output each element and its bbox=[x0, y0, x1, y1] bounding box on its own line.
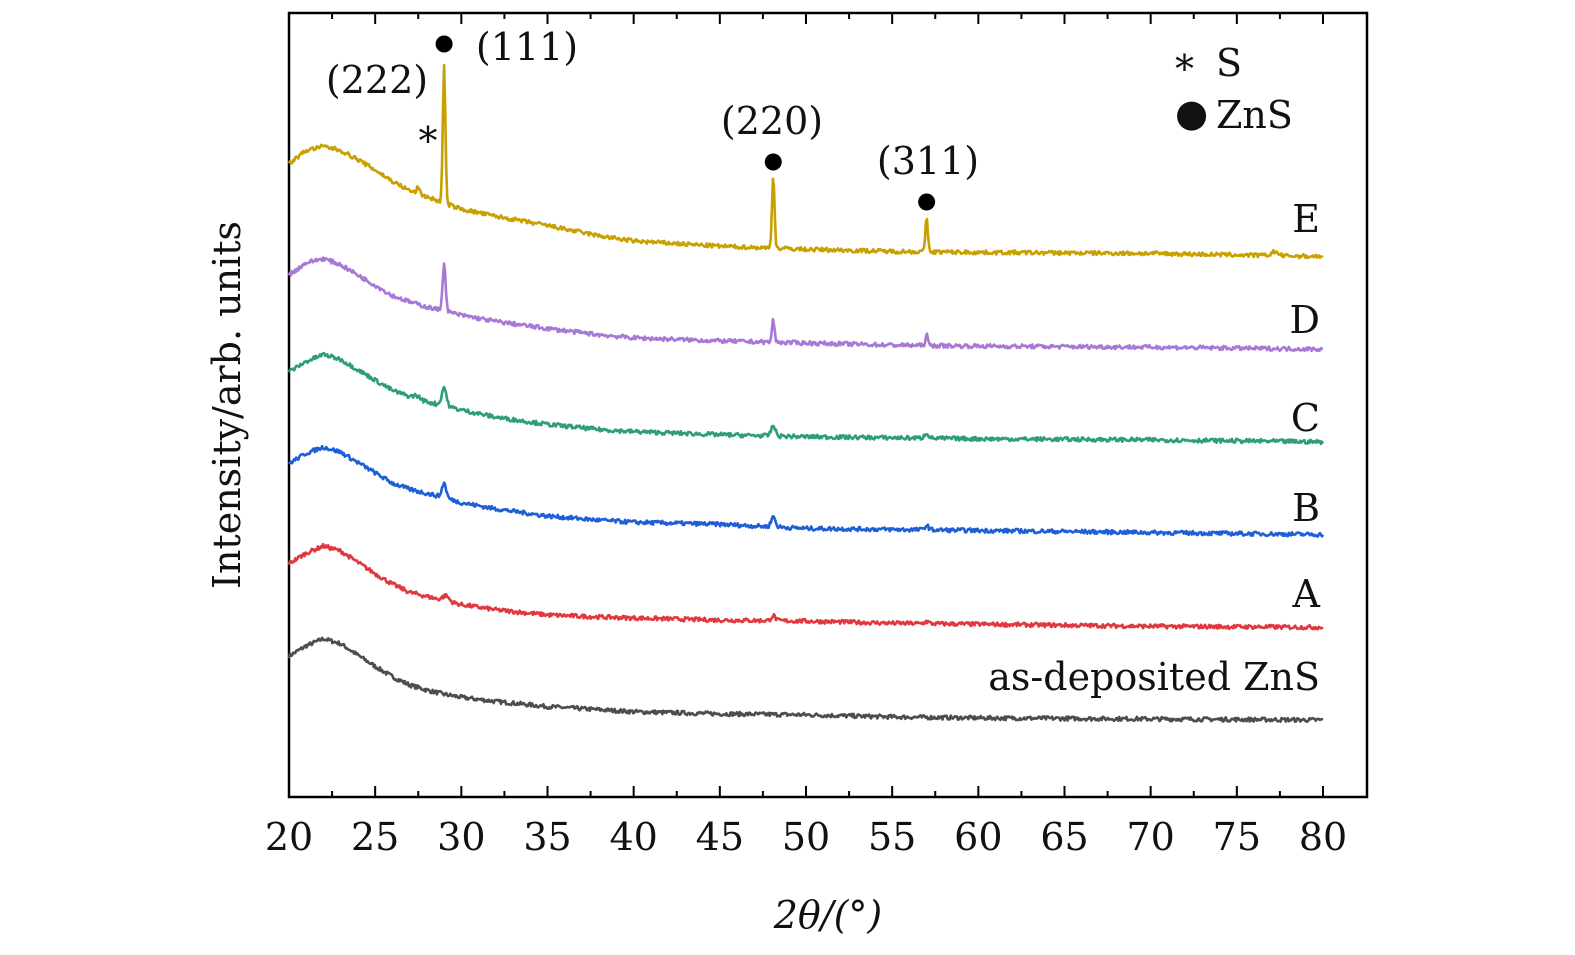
peak-label: (220) bbox=[721, 99, 823, 143]
plot-frame bbox=[287, 11, 1369, 799]
series-line bbox=[287, 256, 1324, 353]
x-tick-label: 40 bbox=[609, 815, 657, 859]
series-label: D bbox=[1290, 298, 1320, 342]
series-line bbox=[287, 636, 1324, 723]
series-label: A bbox=[1292, 572, 1321, 616]
x-tick-label: 25 bbox=[351, 815, 399, 859]
x-tick-label: 35 bbox=[523, 815, 571, 859]
x-tick-label: 80 bbox=[1299, 815, 1347, 859]
x-axis-title: 2θ/(°) bbox=[773, 893, 883, 937]
x-tick-label: 50 bbox=[782, 815, 830, 859]
series-line bbox=[287, 63, 1324, 260]
series-line bbox=[287, 351, 1325, 446]
series-label: as-deposited ZnS bbox=[988, 655, 1320, 699]
series-group bbox=[287, 63, 1325, 723]
peak-label: (111) bbox=[476, 25, 578, 69]
legend-marker-zns: ● bbox=[1175, 91, 1208, 135]
x-tick-label: 60 bbox=[954, 815, 1002, 859]
peak-label: (311) bbox=[877, 139, 979, 183]
peak-markers: * bbox=[418, 35, 936, 211]
x-tick-label: 55 bbox=[868, 815, 916, 859]
legend-label-s: S bbox=[1216, 41, 1242, 85]
series-line bbox=[287, 444, 1325, 538]
x-axis-ticks: 20 25 30 35 40 45 50 55 60 65 70 75 80 bbox=[265, 13, 1347, 859]
series-label: C bbox=[1291, 396, 1320, 440]
series-label: B bbox=[1292, 486, 1320, 530]
series-labels: as-deposited ZnS AB C D E bbox=[988, 197, 1320, 699]
x-tick-label: 70 bbox=[1126, 815, 1174, 859]
legend-marker-s: * bbox=[1175, 47, 1194, 91]
series-label: E bbox=[1292, 197, 1320, 241]
legend: * S ● ZnS bbox=[1175, 41, 1293, 137]
legend-label-zns: ZnS bbox=[1216, 93, 1293, 137]
x-tick-label: 45 bbox=[696, 815, 744, 859]
x-tick-label: 20 bbox=[265, 815, 313, 859]
series-line bbox=[287, 542, 1324, 631]
y-axis-title: Intensity/arb. units bbox=[205, 221, 249, 589]
zns-marker bbox=[435, 35, 453, 53]
x-tick-label: 30 bbox=[437, 815, 485, 859]
peak-label: (222) bbox=[326, 58, 428, 102]
zns-marker bbox=[764, 153, 782, 171]
x-tick-label: 75 bbox=[1213, 815, 1261, 859]
peak-labels: (222) (111) (220) (311) bbox=[326, 25, 979, 183]
x-tick-label: 65 bbox=[1040, 815, 1088, 859]
s-marker: * bbox=[418, 119, 437, 163]
zns-marker bbox=[918, 193, 936, 211]
